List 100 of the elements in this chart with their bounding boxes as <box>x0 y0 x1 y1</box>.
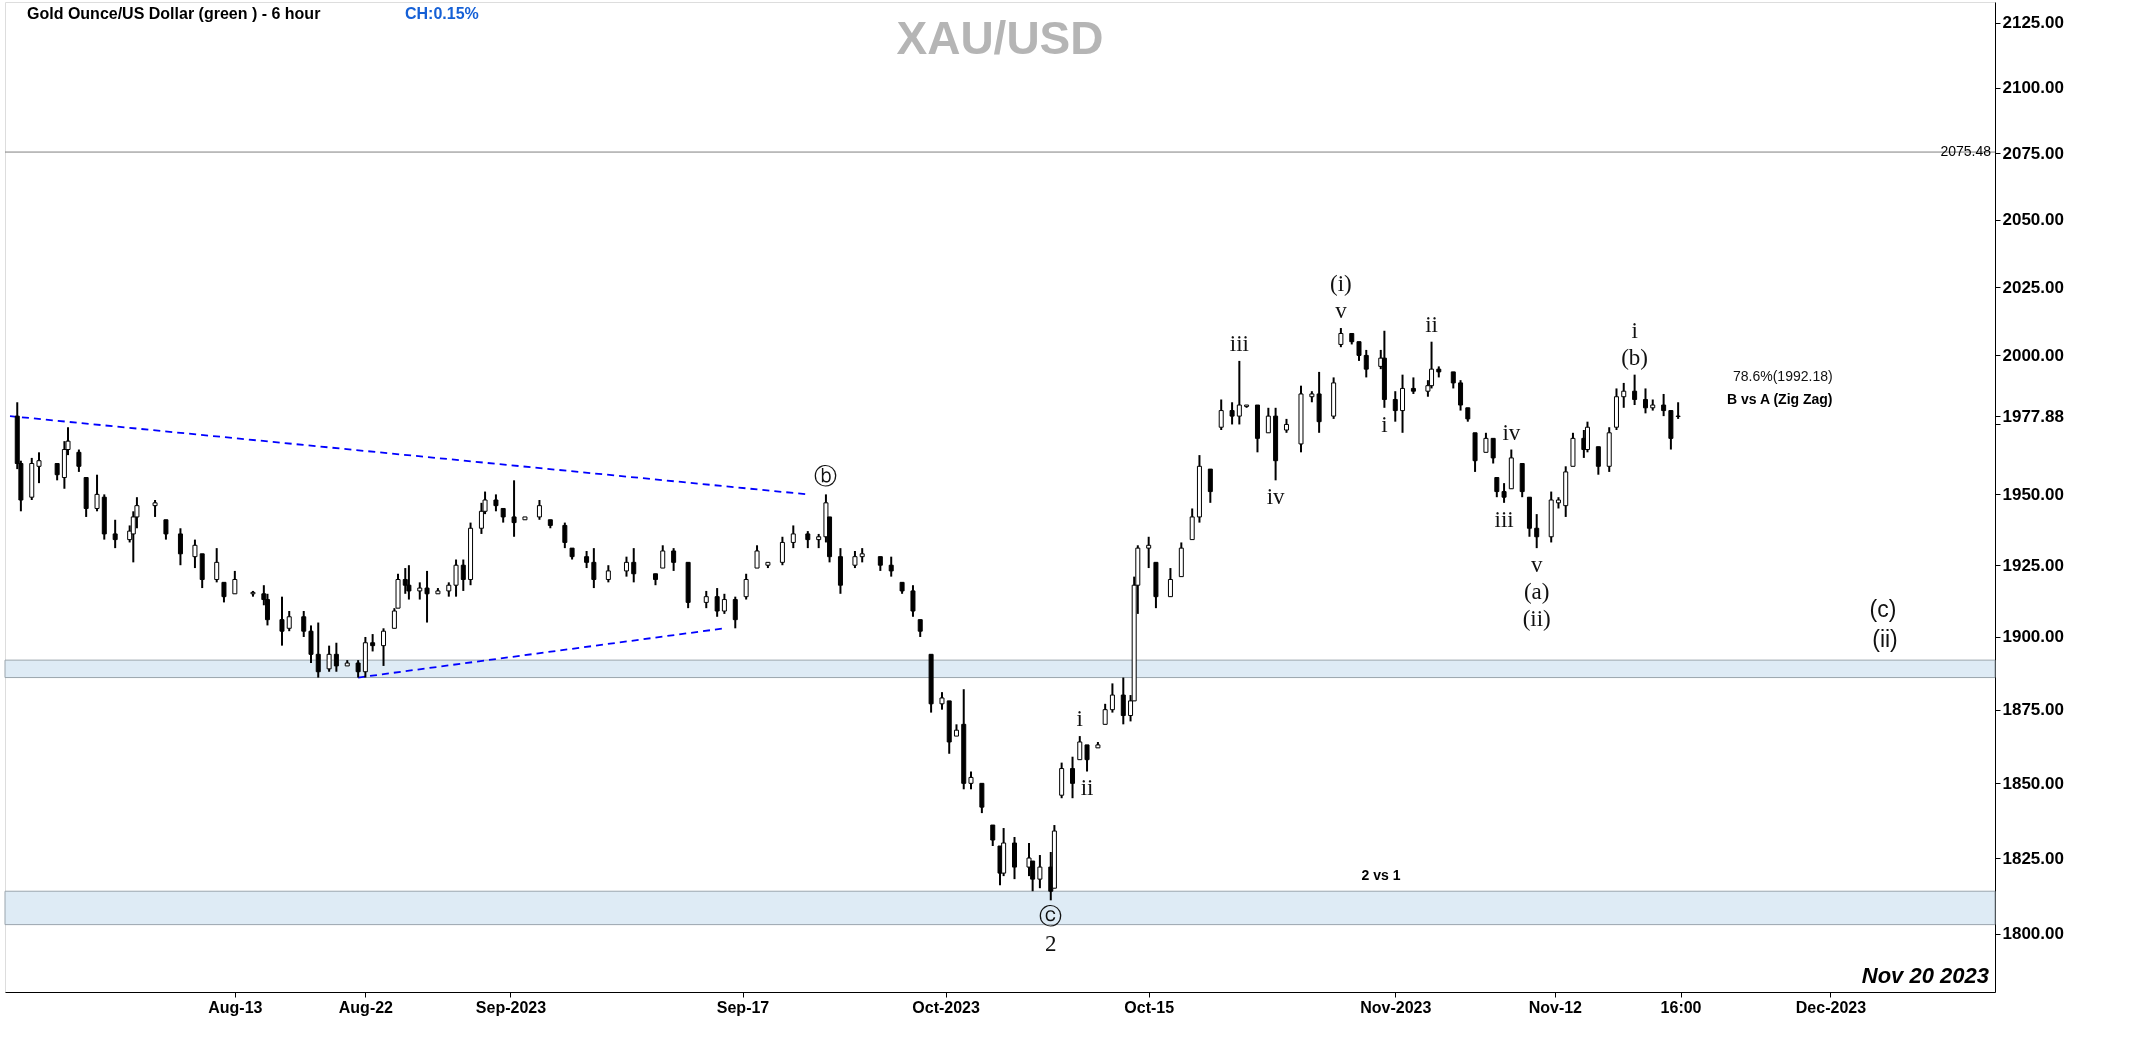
candlestick <box>1621 381 1627 409</box>
candlestick <box>779 535 785 567</box>
annotation: iv <box>1266 484 1286 510</box>
candlestick <box>286 610 292 633</box>
candlestick <box>721 592 727 615</box>
y-tick-label: 2100.00 <box>2002 78 2064 98</box>
x-tick-label: Nov-2023 <box>1360 998 1432 1016</box>
candlestick <box>536 499 542 521</box>
candlestick <box>562 521 568 550</box>
annotation: iii <box>1494 506 1514 532</box>
candlestick <box>1363 348 1369 379</box>
candlestick <box>1338 327 1344 349</box>
candlestick <box>990 824 996 848</box>
x-tick-label: Aug-22 <box>338 998 394 1016</box>
candlestick <box>36 451 42 485</box>
y-tick-label: 2125.00 <box>2002 13 2064 33</box>
annotation: i <box>1631 317 1638 343</box>
y-tick-label: 2000.00 <box>2002 345 2064 365</box>
annotation: iii <box>1229 330 1249 356</box>
x-tick-label: Oct-15 <box>1124 998 1175 1016</box>
annotation: 2 vs 1 <box>1361 867 1401 883</box>
candlestick <box>1356 340 1362 362</box>
candlestick <box>790 524 796 550</box>
y-tick-label: 2050.00 <box>2002 210 2064 230</box>
candlestick <box>1026 842 1032 878</box>
annotation: (a) <box>1523 579 1550 605</box>
candlestick <box>631 547 637 584</box>
candlestick <box>1146 535 1152 570</box>
candlestick <box>326 644 332 673</box>
candlestick <box>979 782 985 815</box>
candlestick <box>333 641 339 673</box>
candlestick <box>1595 445 1601 476</box>
x-tick-label: Oct-2023 <box>912 998 980 1016</box>
annotation: (ii) <box>1872 626 1898 652</box>
candlestick <box>910 584 916 618</box>
annotation: ⓒ <box>1039 904 1063 930</box>
candlestick <box>1120 676 1126 726</box>
annotation: (c) <box>1869 596 1897 622</box>
candlestick <box>424 569 430 624</box>
candlestick <box>1501 482 1507 504</box>
annotation: ii <box>1080 775 1094 801</box>
candlestick <box>1070 755 1076 800</box>
candlestick <box>315 621 321 679</box>
candlestick <box>177 527 183 567</box>
candlestick <box>1084 743 1090 773</box>
y-tick-label: 1977.88 <box>2002 406 2064 426</box>
y-tick-label: 1825.00 <box>2002 848 2064 868</box>
candlestick <box>406 564 412 601</box>
chart-subtitle: Gold Ounce/US Dollar (green ) - 6 hour <box>27 5 321 22</box>
x-tick-label: Nov-12 <box>1528 998 1583 1016</box>
candlestick <box>1102 702 1108 726</box>
annotation: ii <box>1425 311 1438 337</box>
candlestick <box>1109 682 1115 714</box>
annotation: 2 <box>1045 931 1057 957</box>
x-tick-label: Sep-17 <box>716 998 770 1016</box>
y-tick-label: 1900.00 <box>2002 627 2064 647</box>
candlestick <box>1534 513 1540 550</box>
candlestick <box>1207 468 1213 504</box>
x-tick-label: Sep-2023 <box>475 998 547 1016</box>
candlestick <box>94 473 100 513</box>
candlestick <box>1661 392 1667 418</box>
candlestick <box>163 518 169 541</box>
x-tick-label: 16:00 <box>1660 998 1702 1016</box>
chart-title: XAU/USD <box>896 12 1104 64</box>
candlestick <box>1494 476 1500 499</box>
candlestick <box>1400 373 1406 434</box>
annotation: v <box>1335 298 1348 324</box>
candlestick <box>1490 437 1496 465</box>
candlestick <box>460 558 466 592</box>
candlestick <box>743 572 749 601</box>
candlestick <box>1229 401 1235 426</box>
y-tick-label: 2025.00 <box>2002 277 2064 297</box>
candlestick <box>1642 387 1648 415</box>
annotation: Nov 20 2023 <box>1861 963 1989 988</box>
candlestick <box>1077 735 1083 761</box>
annotation: v <box>1530 552 1543 578</box>
y-tick-label: 2075.00 <box>2002 143 2064 163</box>
candlestick <box>623 555 629 578</box>
annotation: (ii) <box>1522 606 1551 632</box>
y-tick-label: 1950.00 <box>2002 484 2064 504</box>
candlestick <box>76 448 82 473</box>
candlestick <box>232 569 238 595</box>
candlestick <box>1167 567 1173 598</box>
candlestick <box>660 544 666 570</box>
candlestick <box>732 595 738 630</box>
candlestick <box>192 538 198 570</box>
candlestick <box>1218 398 1224 432</box>
candlestick <box>453 558 459 598</box>
candlestick <box>381 627 387 667</box>
annotation: 78.6%(1992.18) <box>1733 368 1833 384</box>
candlestick <box>279 595 285 647</box>
candlestick <box>1483 431 1489 454</box>
candlestick <box>308 624 314 665</box>
annotation: (i) <box>1330 271 1352 297</box>
candlestick <box>888 555 894 578</box>
candlestick <box>1037 854 1043 890</box>
y-tick-label: 1925.00 <box>2002 555 2064 575</box>
annotation: CH:0.15% <box>405 5 479 22</box>
candlestick <box>301 610 307 638</box>
candlestick <box>221 581 227 604</box>
